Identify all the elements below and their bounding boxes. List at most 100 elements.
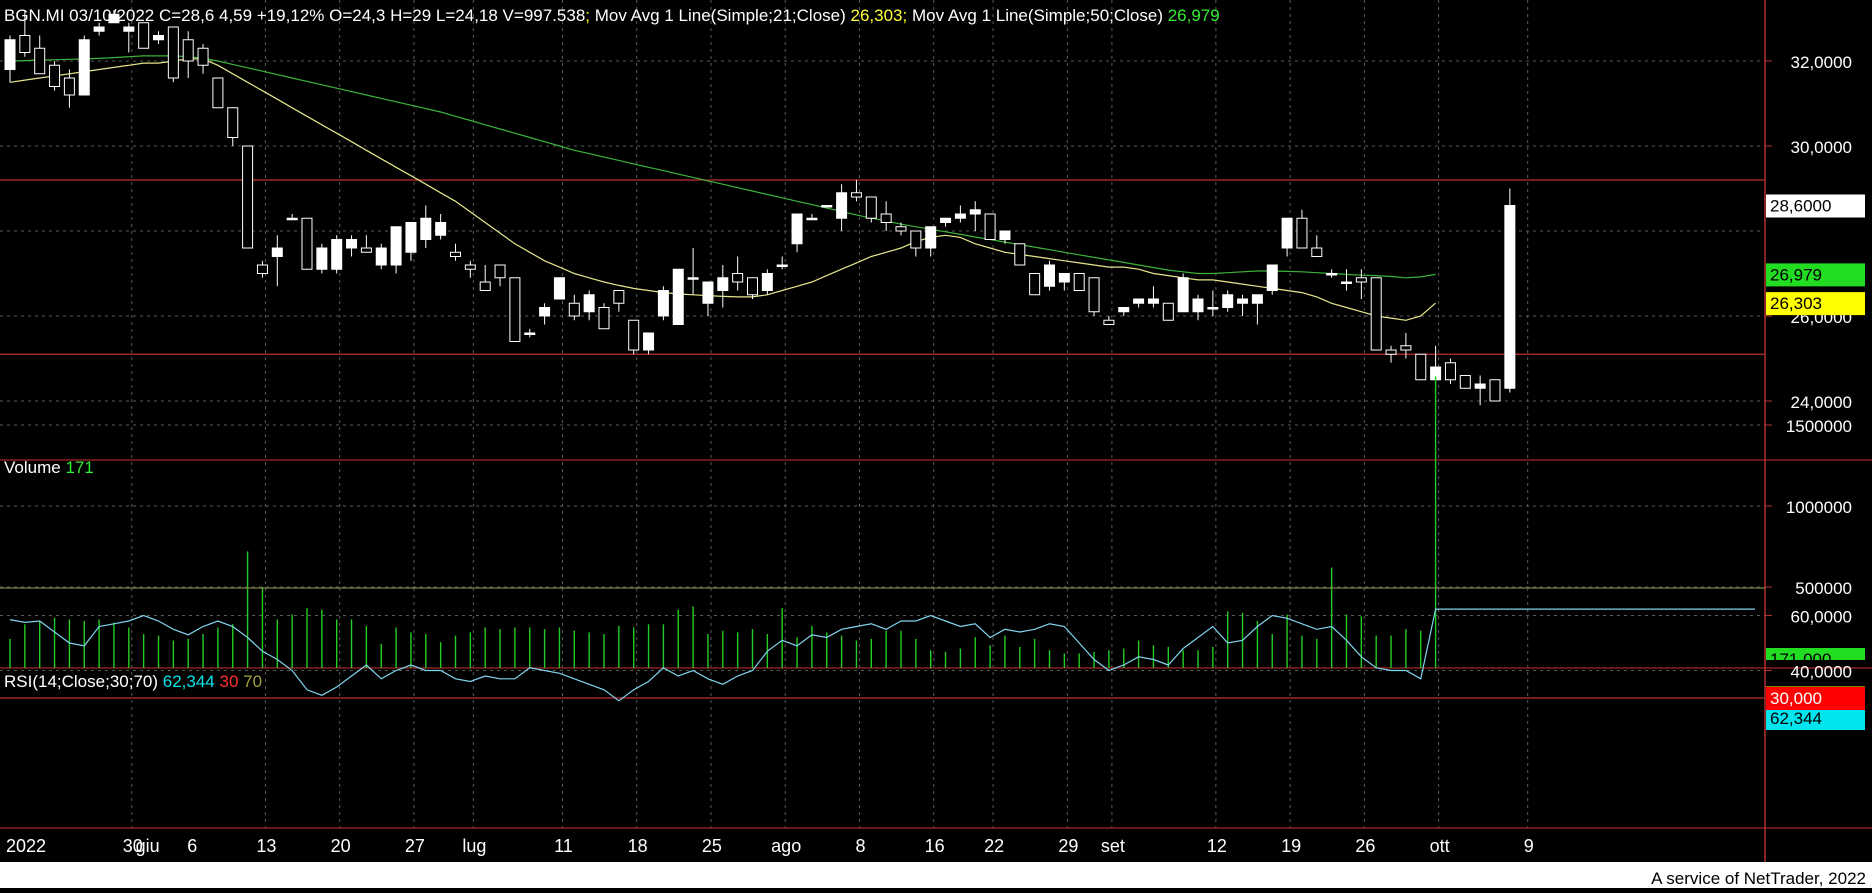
candle[interactable] [1237, 294, 1249, 316]
candle[interactable] [865, 196, 877, 223]
candle[interactable] [1044, 260, 1055, 291]
volume-pane[interactable] [9, 376, 1437, 668]
candle[interactable] [1029, 273, 1041, 296]
candle[interactable] [420, 205, 432, 249]
candle[interactable] [1296, 209, 1308, 249]
candle[interactable] [568, 294, 580, 321]
candle[interactable] [717, 265, 729, 308]
candle[interactable] [1014, 243, 1026, 266]
candle[interactable] [672, 268, 684, 325]
candle[interactable] [1073, 273, 1085, 291]
candle[interactable] [583, 290, 595, 321]
price-pane[interactable] [4, 10, 1516, 406]
candle[interactable] [1207, 290, 1219, 317]
candle[interactable] [1133, 298, 1145, 308]
candle[interactable] [346, 235, 358, 257]
candle[interactable] [464, 260, 476, 278]
candle[interactable] [375, 243, 387, 270]
candle[interactable] [1162, 302, 1174, 321]
candlestick-series[interactable] [4, 10, 1516, 406]
candle[interactable] [331, 235, 343, 274]
candle[interactable] [138, 22, 150, 49]
candle[interactable] [1355, 269, 1367, 299]
candle[interactable] [153, 31, 164, 44]
candle[interactable] [167, 26, 179, 83]
candle[interactable] [806, 214, 818, 221]
candle[interactable] [1147, 286, 1159, 308]
candle[interactable] [123, 22, 135, 53]
candle[interactable] [227, 107, 239, 146]
candle[interactable] [1311, 235, 1323, 257]
candle[interactable] [940, 217, 952, 227]
candle[interactable] [450, 243, 461, 261]
candle[interactable] [524, 328, 536, 338]
candle[interactable] [910, 230, 922, 257]
candle[interactable] [242, 145, 254, 249]
candle[interactable] [747, 277, 758, 299]
candle[interactable] [1370, 277, 1382, 351]
candle[interactable] [628, 319, 640, 355]
candle[interactable] [791, 213, 803, 253]
candle[interactable] [821, 205, 833, 208]
rsi-pane[interactable] [0, 587, 1765, 702]
candle[interactable] [316, 243, 328, 274]
candle[interactable] [1281, 217, 1293, 257]
candle[interactable] [78, 35, 90, 96]
candle[interactable] [895, 222, 907, 236]
candle[interactable] [435, 214, 447, 240]
candle[interactable] [1489, 379, 1501, 402]
candle[interactable] [1222, 290, 1234, 312]
candle[interactable] [539, 303, 551, 325]
candle[interactable] [1474, 375, 1486, 406]
candle[interactable] [1266, 264, 1278, 295]
candle[interactable] [19, 10, 31, 57]
candle[interactable] [702, 281, 714, 316]
candle[interactable] [1251, 294, 1263, 325]
candle[interactable] [643, 332, 655, 355]
candle[interactable] [1103, 316, 1115, 325]
candle[interactable] [286, 214, 298, 221]
candle[interactable] [4, 35, 16, 83]
candle[interactable] [761, 269, 773, 295]
candle[interactable] [598, 303, 610, 330]
candle[interactable] [850, 180, 862, 202]
candle[interactable] [999, 230, 1011, 244]
candle[interactable] [954, 205, 966, 223]
candle[interactable] [1177, 273, 1189, 313]
candle[interactable] [479, 265, 491, 291]
candle[interactable] [732, 256, 744, 291]
candle[interactable] [969, 201, 981, 231]
candle[interactable] [212, 77, 224, 109]
candle[interactable] [776, 256, 788, 270]
candle[interactable] [984, 213, 996, 240]
candle[interactable] [509, 277, 521, 342]
candle[interactable] [301, 217, 313, 270]
candle[interactable] [1415, 353, 1427, 381]
candle[interactable] [1326, 269, 1338, 278]
candle[interactable] [1088, 277, 1100, 316]
candle[interactable] [1459, 375, 1471, 389]
candle[interactable] [405, 222, 417, 261]
candle[interactable] [836, 184, 848, 231]
candle[interactable] [34, 35, 46, 75]
candle[interactable] [256, 260, 268, 278]
candle[interactable] [880, 201, 892, 231]
candle[interactable] [657, 286, 669, 321]
candle[interactable] [1385, 345, 1397, 363]
candle[interactable] [925, 226, 937, 257]
candle[interactable] [687, 248, 699, 295]
candle[interactable] [1058, 273, 1070, 291]
candle[interactable] [1118, 307, 1130, 317]
candle[interactable] [49, 61, 61, 91]
candle[interactable] [390, 226, 402, 274]
candle[interactable] [108, 10, 120, 24]
candle[interactable] [1504, 188, 1516, 393]
candle[interactable] [553, 277, 565, 300]
candle[interactable] [613, 290, 625, 312]
candle[interactable] [1341, 269, 1352, 291]
candle[interactable] [63, 69, 75, 108]
candle[interactable] [494, 264, 506, 287]
candle[interactable] [360, 235, 372, 253]
